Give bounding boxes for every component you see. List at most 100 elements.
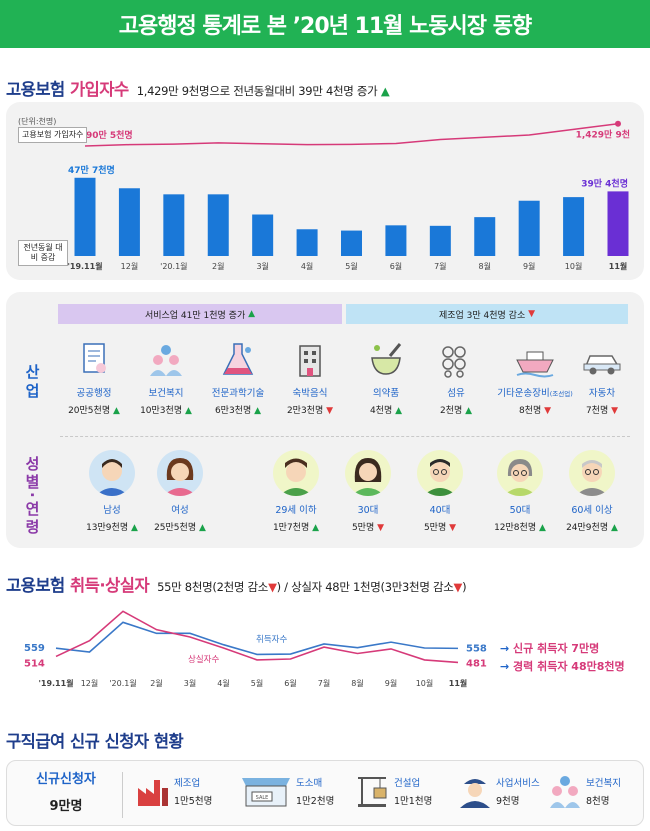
x-tick-label: 2월 bbox=[212, 261, 224, 271]
jobseeker-item-health-welfare: 보건복지 8천명 bbox=[548, 774, 621, 808]
title-banner: 고용행정 통계로 본 ’20년 11월 노동시장 동향 bbox=[0, 0, 650, 48]
x-tick-label: 4월 bbox=[301, 261, 313, 271]
fifties-avatar-icon bbox=[497, 450, 543, 496]
thirties-avatar-icon bbox=[345, 450, 391, 496]
industry-item-science: 전문과학기술 6만3천명 ▲ bbox=[202, 342, 274, 416]
bar-2 bbox=[163, 194, 185, 256]
jobseeker-heading: 구직급여 신규 신청자 현황 bbox=[6, 732, 184, 751]
crane-icon bbox=[358, 777, 387, 807]
x-tick-label: 3월 bbox=[184, 678, 196, 688]
bar-7 bbox=[385, 225, 407, 256]
industry-item-health: 보건복지 10만3천명 ▲ bbox=[130, 342, 202, 416]
bar-0 bbox=[74, 177, 96, 256]
bar-12 bbox=[607, 191, 629, 256]
acq-line-label: 취득자수 bbox=[256, 635, 287, 645]
bar-3 bbox=[207, 194, 229, 256]
manufacturing-banner: 제조업 3만 4천명 감소 ▼ bbox=[346, 304, 628, 324]
insured-heading: 고용보험 가입자수 1,429만 9천명으로 전년동월대비 39만 4천명 증가… bbox=[6, 80, 390, 99]
store-icon: SALE bbox=[242, 778, 290, 807]
bar-10 bbox=[518, 200, 540, 256]
bar-11 bbox=[563, 197, 585, 256]
bar-series-label: 전년동월 대비 증감 bbox=[18, 240, 68, 266]
x-tick-label: 7월 bbox=[434, 261, 446, 271]
last-line-value: 1,429만 9천 bbox=[576, 129, 630, 141]
last-bar-value: 39만 4천명 bbox=[581, 177, 628, 189]
demo-item-female: 여성 25만5천명 ▲ bbox=[144, 450, 216, 533]
x-tick-label: '20.1월 bbox=[160, 261, 187, 271]
acq-loss-heading: 고용보험 취득·상실자 55만 8천명(2천명 감소▼) / 상실자 48만 1… bbox=[6, 576, 467, 595]
insured-chart: (단위:천명) '19.11월 12월 '20.1월 2월 3월 4월 5월 6월 7월 8월 9월 1… bbox=[18, 116, 630, 271]
x-tick-label: 12월 bbox=[81, 678, 99, 688]
jobseeker-item-business-service: 사업서비스 9천명 bbox=[458, 774, 540, 808]
insured-description: 1,429만 9천명으로 전년동월대비 39만 4천명 증가 ▲ bbox=[136, 84, 390, 98]
first-bar-value: 47만 7천명 bbox=[68, 164, 115, 176]
demo-item-under29: 29세 이하 1만7천명 ▲ bbox=[260, 450, 332, 533]
acq-loss-chart: '19.11월 12월 '20.1월 2월 3월 4월 5월 6월 7월 8월 9월 10월 11월 55… bbox=[24, 610, 487, 688]
svg-text:SALE: SALE bbox=[256, 795, 269, 801]
x-tick-label: 11월 bbox=[609, 261, 628, 271]
breakdown-panel bbox=[6, 292, 644, 548]
ship-icon bbox=[516, 351, 554, 378]
demo-item-60plus: 60세 이상 24만9천명 ▲ bbox=[556, 450, 628, 533]
car-icon bbox=[583, 355, 621, 375]
x-tick-label: 5월 bbox=[251, 678, 263, 688]
x-tick-label: '19.11월 bbox=[38, 678, 73, 688]
demo-item-male: 남성 13만9천명 ▲ bbox=[76, 450, 148, 533]
x-tick-label: '20.1월 bbox=[109, 678, 136, 688]
x-tick-label: 11월 bbox=[449, 678, 468, 688]
senior-avatar-icon bbox=[569, 450, 615, 496]
young-avatar-icon bbox=[273, 450, 319, 496]
demographic-side-label: 성별·연령 bbox=[23, 456, 41, 537]
male-avatar-icon bbox=[89, 450, 135, 496]
industry-item-shipbuilding: 기타운송장비(조선업) 8천명 ▼ bbox=[492, 342, 578, 416]
mortar-icon bbox=[371, 343, 402, 375]
people-care-icon bbox=[550, 776, 580, 808]
x-tick-label: 12월 bbox=[121, 261, 139, 271]
x-tick-label: 9월 bbox=[385, 678, 397, 688]
divider bbox=[60, 436, 630, 437]
x-tick-label: 3월 bbox=[256, 261, 268, 271]
security-guard-icon bbox=[460, 779, 490, 808]
fabric-icon bbox=[442, 346, 466, 378]
bar-8 bbox=[429, 225, 451, 256]
page-title: 고용행정 통계로 본 ’20년 11월 노동시장 동향 bbox=[118, 14, 532, 39]
demo-item-30s: 30대 5만명 ▼ bbox=[332, 450, 404, 533]
bar-5 bbox=[296, 229, 318, 256]
up-arrow-icon: ▲ bbox=[380, 84, 390, 98]
divider bbox=[122, 772, 123, 818]
bar-9 bbox=[474, 217, 496, 256]
loss-line-label: 상실자수 bbox=[188, 654, 219, 665]
x-tick-label: 7월 bbox=[318, 678, 330, 688]
x-tick-label: 2월 bbox=[150, 678, 162, 688]
new-applicants: 신규신청자 9만명 bbox=[36, 772, 96, 814]
jobseeker-item-construction: 건설업 1만1천명 bbox=[356, 774, 432, 808]
last-loss-value: 481 bbox=[466, 658, 487, 669]
flask-icon bbox=[222, 343, 254, 375]
series-line-0 bbox=[55, 621, 459, 656]
bar-1 bbox=[118, 188, 140, 256]
acq-loss-description: 55만 8천명(2천명 감소▼) / 상실자 48만 1천명(3만3천명 감소▼… bbox=[157, 580, 467, 594]
first-loss-value: 514 bbox=[24, 658, 45, 669]
legend-new-acquirers: → 신규 취득자 7만명 bbox=[500, 642, 600, 655]
service-banner: 서비스업 41만 1천명 증가 ▲ bbox=[58, 304, 342, 324]
jobseeker-panel bbox=[6, 760, 644, 826]
unit-label: (단위:천명) bbox=[18, 116, 56, 126]
bar-4 bbox=[252, 214, 274, 256]
industry-item-auto: 자동차 7천명 ▼ bbox=[566, 342, 638, 416]
x-tick-label: 4월 bbox=[217, 678, 229, 688]
industry-item-textile: 섬유 2천명 ▲ bbox=[420, 342, 492, 416]
document-icon bbox=[83, 343, 106, 373]
industry-item-lodging: 숙박음식 2만3천명 ▼ bbox=[274, 342, 346, 416]
people-care-icon bbox=[150, 345, 182, 376]
first-acq-value: 559 bbox=[24, 643, 45, 654]
x-tick-label: 10월 bbox=[416, 678, 434, 688]
industry-side-label: 산업 bbox=[23, 364, 41, 402]
factory-icon bbox=[138, 780, 168, 806]
x-tick-label: 6월 bbox=[390, 261, 402, 271]
x-tick-label: 5월 bbox=[345, 261, 357, 271]
industry-item-public: 공공행정 20만5천명 ▲ bbox=[58, 342, 130, 416]
x-tick-label: 9월 bbox=[523, 261, 535, 271]
female-avatar-icon bbox=[157, 450, 203, 496]
industry-item-pharma: 의약품 4천명 ▲ bbox=[350, 342, 422, 416]
line-series-label: 고용보험 가입자수 bbox=[18, 127, 88, 143]
